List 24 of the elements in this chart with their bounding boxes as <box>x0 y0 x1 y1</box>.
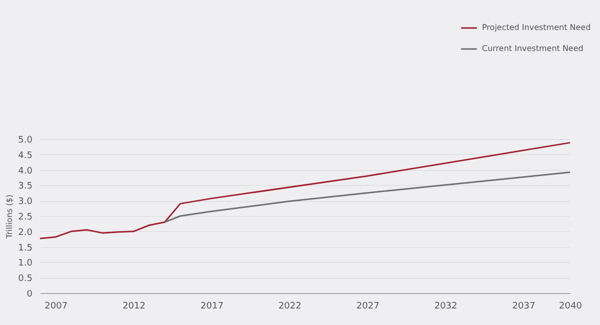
x-tick-label: 2032 <box>434 302 458 312</box>
y-tick-label: 1.0 <box>18 258 33 269</box>
legend-label: Projected Investment Need <box>482 23 591 32</box>
legend-label: Current Investment Need <box>482 44 584 53</box>
y-tick-label: 2.5 <box>18 212 32 222</box>
y-tick-label: 0.5 <box>18 274 32 284</box>
y-tick-label: 5.0 <box>18 136 33 146</box>
x-tick-label: 2040 <box>559 302 582 312</box>
y-tick-label: 1.5 <box>18 243 32 254</box>
y-axis-title: Trillions ($) <box>5 194 14 240</box>
x-tick-label: 2012 <box>122 302 146 312</box>
y-tick-label: 3.5 <box>18 182 32 192</box>
y-tick-label: 3.0 <box>18 197 33 208</box>
line-series <box>164 172 571 223</box>
x-tick-label: 2017 <box>200 302 224 312</box>
y-tick-label: 2.0 <box>18 228 33 238</box>
line-series <box>39 142 571 240</box>
x-tick-label: 2037 <box>512 302 536 312</box>
x-tick-label: 2027 <box>356 302 380 312</box>
x-tick-label: 2007 <box>44 302 68 312</box>
y-tick-label: 0 <box>26 290 33 300</box>
x-tick-label: 2022 <box>278 302 302 312</box>
y-tick-label: 4.0 <box>18 166 33 176</box>
y-tick-label: 4.5 <box>18 150 32 161</box>
